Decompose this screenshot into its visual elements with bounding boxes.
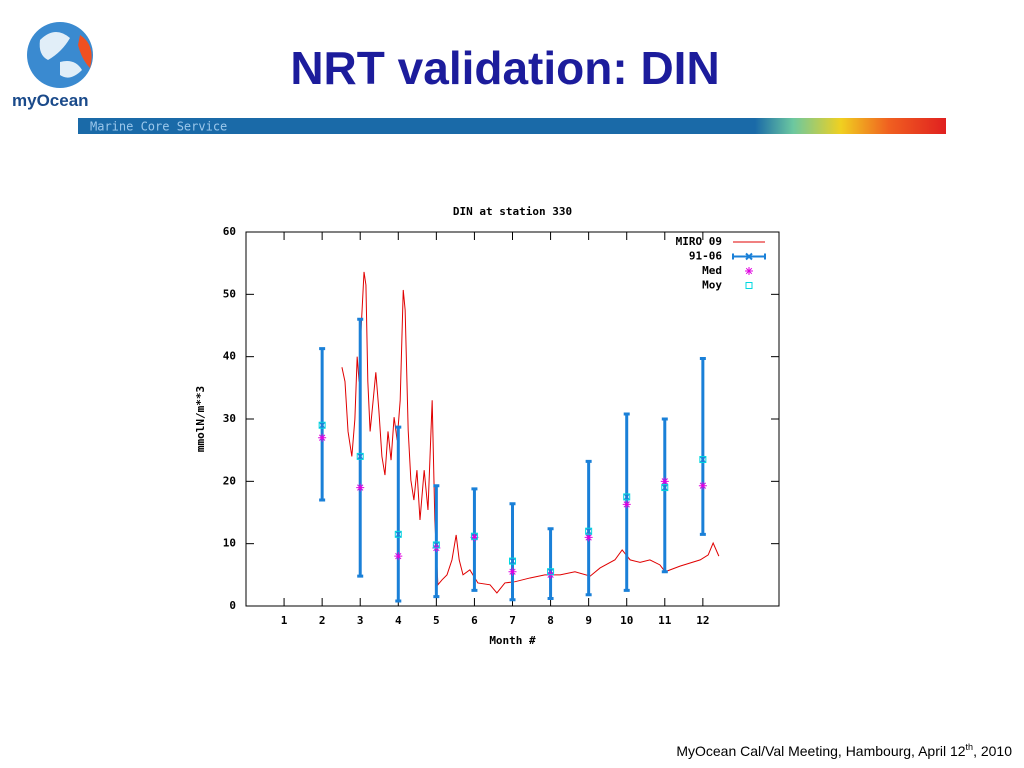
point [318, 433, 327, 442]
point [356, 483, 365, 492]
y-axis-label: mmolN/m**3 [194, 386, 207, 452]
x-axis-label: Month # [489, 634, 536, 647]
x-tick-label: 2 [319, 614, 326, 627]
error-bar [357, 317, 364, 578]
error-point [585, 527, 592, 535]
legend-sample [732, 252, 766, 261]
x-tick-label: 10 [620, 614, 633, 627]
logo-heat [78, 35, 92, 68]
point [509, 557, 516, 565]
error-bar [699, 357, 706, 536]
error-point [661, 484, 669, 491]
footer-sup: th [966, 742, 974, 752]
point [547, 568, 555, 576]
error-point [623, 493, 631, 501]
error-bar [547, 527, 554, 601]
logo: myOcean [12, 22, 93, 110]
legend-sample [745, 282, 753, 289]
error-bar [433, 484, 440, 599]
y-tick-label: 0 [229, 599, 236, 612]
logo-text: myOcean [12, 91, 89, 110]
legend-label: 91-06 [689, 250, 722, 263]
x-tick-label: 8 [547, 614, 554, 627]
logo-land [39, 31, 82, 78]
y-tick-label: 30 [223, 412, 236, 425]
error-bar [661, 417, 668, 574]
y-tick-label: 10 [223, 537, 236, 550]
footer-text: MyOcean Cal/Val Meeting, Hambourg, April… [676, 743, 965, 759]
x-tick-label: 9 [585, 614, 592, 627]
x-tick-label: 7 [509, 614, 516, 627]
y-tick-label: 20 [223, 474, 236, 487]
error-point [356, 453, 364, 460]
data-line [341, 271, 720, 594]
point [470, 532, 478, 540]
chart: DIN at station 330 Month # mmolN/m**3 0 10 20… [194, 205, 780, 647]
error-point [318, 421, 326, 429]
point [508, 567, 517, 576]
error-bar [395, 425, 402, 603]
x-tick-label: 1 [281, 614, 288, 627]
legend-label: MIRO 09 [676, 235, 722, 248]
x-tick-label: 5 [433, 614, 440, 627]
x-tick-label: 12 [696, 614, 709, 627]
point [661, 484, 669, 492]
banner-text: Marine Core Service [90, 120, 227, 134]
legend-label: Moy [702, 279, 722, 292]
point [660, 477, 669, 486]
point [318, 421, 326, 429]
point [699, 456, 707, 464]
footer: MyOcean Cal/Val Meeting, Hambourg, April… [676, 742, 1012, 759]
x-tick-label: 4 [395, 614, 402, 627]
slide-title: NRT validation: DIN [290, 42, 719, 94]
point [698, 481, 707, 490]
point [584, 533, 593, 542]
x-tick-label: 6 [471, 614, 478, 627]
plot-frame [245, 231, 780, 607]
point [470, 533, 479, 542]
error-point [394, 530, 402, 538]
error-point [699, 456, 707, 463]
y-tick-label: 40 [223, 350, 236, 363]
point [394, 530, 402, 538]
error-bar [509, 502, 516, 602]
error-bar [319, 347, 326, 502]
point [394, 552, 403, 561]
point [622, 500, 631, 509]
x-tick-label: 3 [357, 614, 364, 627]
y-tick-label: 60 [223, 225, 236, 238]
y-tick-label: 50 [223, 287, 236, 300]
legend-label: Med [702, 264, 722, 277]
point [623, 493, 631, 501]
banner-image [755, 118, 946, 134]
error-point [509, 557, 516, 565]
footer-tail: , 2010 [973, 743, 1012, 759]
point [585, 527, 593, 535]
point [432, 541, 440, 549]
banner [78, 118, 946, 134]
chart-title: DIN at station 330 [453, 205, 572, 218]
point [356, 452, 364, 460]
legend-sample [745, 267, 753, 275]
x-tick-label: 11 [658, 614, 672, 627]
